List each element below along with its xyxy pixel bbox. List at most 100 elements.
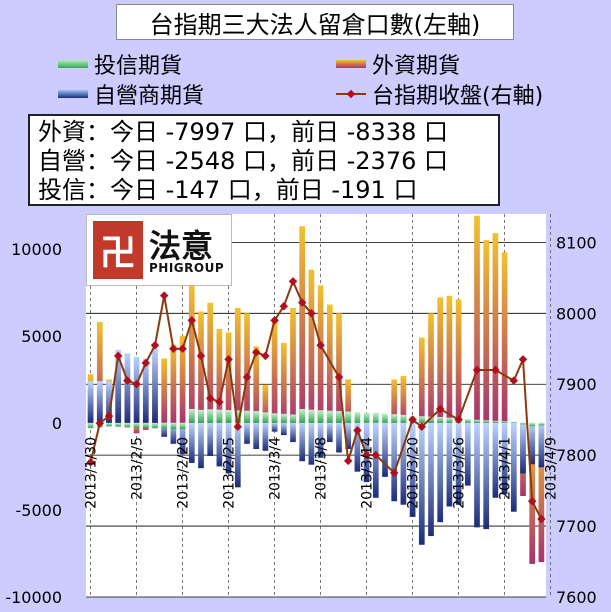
right-axis-ticks: 7600 7700 7800 7900 8000 8100: [556, 233, 597, 607]
legend: 投信期貨 外資期貨 自營商期貨 台指期收盤(右軸): [52, 48, 580, 110]
close-point: [408, 415, 417, 424]
bar-trust: [354, 412, 361, 423]
bar-trust: [244, 410, 250, 423]
close-point: [104, 411, 114, 421]
x-axis-date-labels: 2013/1/30 2013/2/5 2013/2/20 2013/2/25 2013/…: [84, 437, 560, 509]
bar-foreign: [290, 308, 296, 423]
bar-dealer: [142, 358, 149, 423]
bar-trust: [299, 408, 306, 423]
close-point: [270, 316, 279, 325]
bar-trust: [428, 416, 434, 423]
close-point: [509, 376, 519, 385]
legend-label-dealer: 自營商期貨: [94, 84, 205, 109]
bar-foreign: [280, 342, 287, 423]
bar-dealer: [253, 422, 260, 450]
bar-dealer: [391, 422, 398, 502]
close-point: [123, 376, 132, 385]
legend-swatch-close: [336, 89, 366, 99]
bar-dealer: [115, 349, 122, 423]
bar-foreign: [418, 337, 425, 423]
bar-foreign: [474, 215, 480, 423]
close-point: [297, 298, 307, 307]
close-point: [334, 372, 344, 382]
bar-dealer: [520, 422, 526, 474]
left-tick-label: 10000: [11, 240, 62, 259]
close-point: [353, 426, 362, 435]
bar-dealer: [106, 381, 112, 423]
bar-foreign: [345, 379, 352, 423]
bar-dealer: [483, 422, 490, 530]
summary-foreign: 外資：今日 -7997 口，前日 -8338 口: [38, 118, 448, 146]
x-date-label: 2013/1/30: [84, 437, 100, 509]
position-summary-box: 外資：今日 -7997 口，前日 -8338 口 自營：今日 -2548 口，前…: [28, 114, 500, 206]
bar-foreign: [391, 379, 398, 423]
bar-foreign: [483, 240, 490, 423]
legend-item-foreign: 外資期貨: [336, 48, 460, 80]
bar-dealer: [345, 422, 352, 450]
legend-swatch-dealer: [58, 90, 88, 98]
close-point: [141, 358, 151, 368]
chart-title-box: 台指期三大法人留倉口數(左軸): [116, 4, 514, 40]
bar-trust: [207, 409, 214, 423]
close-point: [169, 344, 178, 354]
bar-trust: [363, 412, 370, 423]
legend-item-dealer: 自營商期貨: [58, 78, 204, 110]
bar-dealer: [234, 422, 241, 488]
bar-dealer: [216, 422, 223, 467]
legend-swatch-trust: [58, 60, 88, 68]
bar-dealer: [198, 422, 204, 469]
close-line-path: [89, 278, 543, 520]
bar-dealer: [418, 422, 425, 545]
close-point: [527, 497, 537, 506]
close-point: [159, 291, 169, 300]
bar-dealer: [382, 422, 388, 477]
close-point: [307, 309, 316, 318]
close-price-line: [86, 277, 546, 524]
bar-foreign: [428, 313, 434, 423]
gridlines: [86, 214, 551, 598]
close-point: [491, 365, 500, 375]
x-date-label: 2013/2/5: [130, 437, 146, 500]
bar-trust: [170, 422, 177, 430]
right-tick-label: 7900: [556, 375, 597, 394]
close-point: [178, 344, 187, 354]
bars: [87, 215, 545, 564]
summary-dealer: 自營：今日 -2548 口，前日 -2376 口: [38, 147, 448, 175]
close-point: [435, 404, 445, 414]
bar-dealer: [124, 353, 131, 423]
left-tick-label: 0: [52, 414, 62, 433]
bar-foreign: [161, 358, 168, 423]
bar-trust: [382, 413, 388, 423]
bar-trust: [262, 412, 269, 423]
logo-mark-icon: 卍: [93, 221, 143, 279]
bar-foreign: [400, 375, 407, 423]
bar-trust: [418, 416, 425, 423]
bar-dealer: [409, 422, 416, 517]
bar-trust: [87, 422, 94, 429]
close-point: [86, 457, 95, 467]
right-tick-label: 7800: [556, 446, 597, 465]
bar-foreign: [326, 304, 333, 423]
bar-dealer: [152, 348, 158, 423]
x-date-label: 2013/2/25: [222, 437, 238, 509]
close-point: [518, 355, 528, 364]
close-point: [215, 397, 224, 407]
x-date-label: 2013/2/20: [176, 437, 192, 509]
close-point: [316, 340, 325, 350]
bar-dealer: [299, 422, 306, 462]
bar-trust: [188, 408, 195, 423]
bar-dealer: [308, 422, 315, 465]
bar-trust: [133, 422, 140, 428]
bar-trust: [501, 421, 508, 423]
x-date-label: 2013/3/8: [314, 437, 330, 500]
close-point: [132, 379, 141, 389]
x-date-label: 2013/3/26: [452, 437, 468, 509]
bar-dealer: [133, 356, 140, 423]
bar-trust: [474, 419, 480, 423]
bar-foreign: [253, 346, 260, 423]
bar-trust: [464, 419, 471, 423]
bar-trust: [216, 409, 223, 423]
bar-foreign: [225, 332, 232, 423]
legend-item-close: 台指期收盤(右軸): [336, 78, 543, 110]
bar-dealer: [474, 422, 480, 528]
